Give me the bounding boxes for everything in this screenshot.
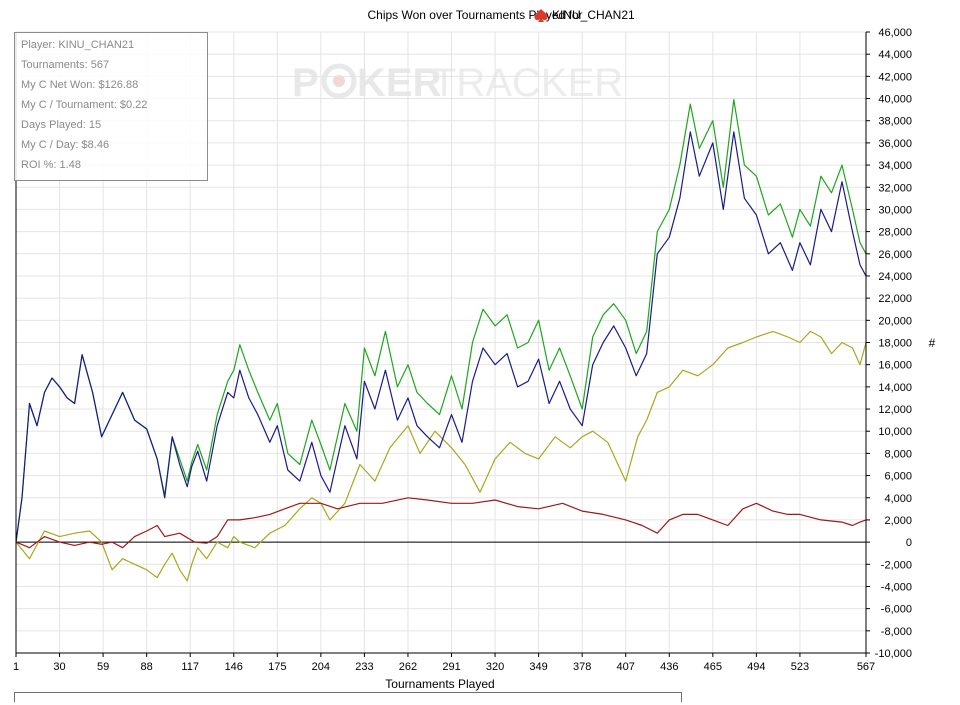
y-tick-label: -10,000 (875, 648, 912, 660)
y-tick-label: 46,000 (878, 27, 912, 39)
y-tick-label: 30,000 (878, 204, 912, 216)
stat-net-won-label: My C Net Won (21, 79, 93, 91)
series-line-3 (15, 497, 867, 549)
y-tick-label: 2,000 (884, 515, 912, 527)
series-line-2 (15, 330, 867, 582)
watermark-left: P (292, 61, 319, 105)
stat-per-tournament-label: My C / Tournament (21, 99, 114, 111)
x-tick-label: 291 (442, 661, 460, 673)
series-line-1 (15, 131, 867, 543)
y-tick-label: 6,000 (884, 471, 912, 483)
y-tick-label: -4,000 (881, 581, 912, 593)
stat-tournaments-value: 567 (90, 59, 110, 71)
y-tick-label: 0 (906, 537, 912, 549)
x-tick-label: 1 (13, 661, 19, 673)
stat-days-played-label: Days Played (21, 119, 83, 131)
stat-roi-value: 1.48 (59, 159, 81, 171)
x-tick-label: 262 (399, 661, 417, 673)
y-tick-label: 14,000 (878, 382, 912, 394)
stat-tournaments-label: Tournaments (21, 59, 85, 71)
legend-frame (14, 692, 682, 702)
y-tick-label: 12,000 (878, 404, 912, 416)
x-tick-label: 407 (617, 661, 635, 673)
stat-per-day-label: My C / Day (21, 139, 76, 151)
stat-player-label: Player (21, 39, 53, 51)
y-tick-label: 32,000 (878, 182, 912, 194)
chip-icon (321, 63, 357, 99)
x-tick-label: 59 (97, 661, 109, 673)
pokertracker-watermark: P KER TRACKER (292, 61, 623, 105)
stat-roi-label: ROI % (21, 159, 54, 171)
stat-per-day-value: $8.46 (81, 139, 110, 151)
stat-roi: ROI %: 1.48 (21, 159, 81, 171)
y-tick-label: 4,000 (884, 493, 912, 505)
x-ticks: 1 30 59 88 117 146 175 204 233 262 291 320 349 378 407… (13, 653, 875, 673)
x-tick-label: 349 (529, 661, 547, 673)
y-tick-label: -2,000 (881, 559, 912, 571)
x-tick-label: 320 (486, 661, 504, 673)
stat-per-day: My C / Day: $8.46 (21, 139, 110, 151)
y-ticks: 46,000 44,000 42,000 40,000 38,000 36,000 34,0… (866, 27, 912, 660)
chart-title-player: KINU_CHAN21 (552, 8, 635, 22)
watermark-right: TRACKER (432, 61, 623, 105)
x-tick-label: 523 (791, 661, 809, 673)
stat-net-won-value: $126.88 (98, 79, 139, 91)
y-tick-label: 24,000 (878, 271, 912, 283)
chart-title: Chips Won over Tournaments Played for (368, 8, 583, 22)
stats-box: Player: KINU_CHAN21 Tournaments: 567 My … (14, 32, 208, 181)
y-tick-label: -8,000 (881, 626, 912, 638)
x-tick-label: 465 (704, 661, 722, 673)
y-tick-label: 38,000 (878, 116, 912, 128)
y-tick-label: 8,000 (884, 448, 912, 460)
x-tick-label: 204 (312, 661, 330, 673)
poker-spade-icon (534, 9, 548, 22)
y-tick-label: 16,000 (878, 360, 912, 372)
y-tick-label: 42,000 (878, 71, 912, 83)
y-tick-label: 26,000 (878, 249, 912, 261)
chart-title-prefix: Chips Won over Tournaments Played for (368, 8, 583, 22)
x-tick-label: 30 (53, 661, 65, 673)
stat-tournaments: Tournaments: 567 (21, 59, 110, 71)
x-tick-label: 146 (225, 661, 243, 673)
y-tick-label: 28,000 (878, 227, 912, 239)
stat-per-tournament: My C / Tournament: $0.22 (21, 99, 148, 111)
y-tick-label: 18,000 (878, 338, 912, 350)
y-tick-label: -6,000 (881, 604, 912, 616)
x-tick-label: 88 (141, 661, 153, 673)
stat-days-played-value: 15 (88, 119, 102, 131)
y-tick-label: 44,000 (878, 49, 912, 61)
x-tick-label: 567 (857, 661, 875, 673)
series-lines (15, 98, 867, 582)
stat-player: Player: KINU_CHAN21 (21, 39, 135, 51)
y-axis-label: # (929, 336, 936, 350)
x-tick-label: 175 (268, 661, 286, 673)
x-tick-label: 117 (181, 661, 199, 673)
y-tick-label: 40,000 (878, 94, 912, 106)
x-tick-label: 436 (660, 661, 678, 673)
stat-per-tournament-value: $0.22 (119, 99, 148, 111)
y-tick-label: 36,000 (878, 138, 912, 150)
x-axis-label: Tournaments Played (385, 677, 494, 691)
y-tick-label: 22,000 (878, 293, 912, 305)
x-tick-label: 233 (355, 661, 373, 673)
y-tick-label: 20,000 (878, 315, 912, 327)
y-tick-label: 34,000 (878, 160, 912, 172)
x-tick-label: 494 (747, 661, 765, 673)
x-tick-label: 378 (573, 661, 591, 673)
y-tick-label: 10,000 (878, 426, 912, 438)
stat-net-won: My C Net Won: $126.88 (21, 79, 139, 91)
watermark-mid: KER (357, 61, 442, 105)
stat-player-value: KINU_CHAN21 (58, 39, 135, 51)
stat-days-played: Days Played: 15 (21, 119, 102, 131)
